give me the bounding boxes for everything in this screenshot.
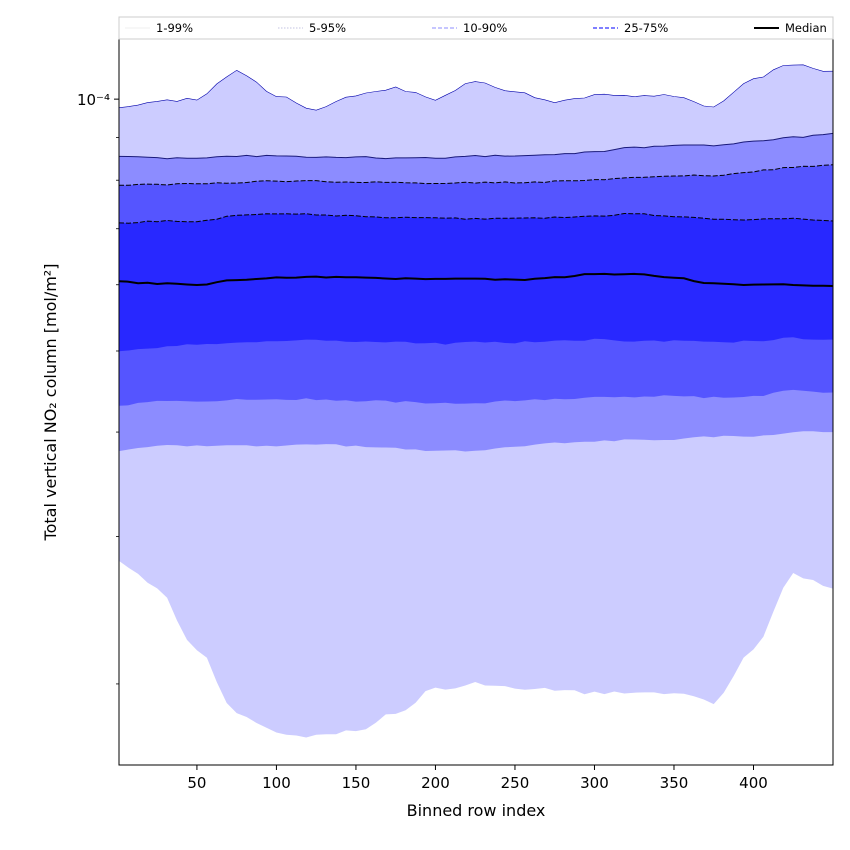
legend-box [118,16,834,40]
y-axis-label: Total vertical NO₂ column [mol/m²] [41,264,60,542]
legend: 1-99% 5-95% 10-90% 25-75% Median [118,16,834,40]
x-tick-label: 350 [660,774,689,792]
median-group [118,272,834,287]
band-upper-edge-1-99-pct [118,64,834,111]
x-tick-label: 400 [739,774,768,792]
band-25-75-pct [119,213,833,352]
legend-label: 1-99% [156,21,193,35]
x-tick-label: 150 [342,774,371,792]
bands-group [118,64,834,738]
x-tick-label: 250 [501,774,530,792]
x-tick-label: 100 [262,774,291,792]
legend-label: 5-95% [309,21,346,35]
median-line [118,272,834,287]
y-tick-label: 10⁻⁴ [77,91,110,109]
legend-label: 25-75% [624,21,668,35]
legend-label: 10-90% [463,21,507,35]
x-tick-label: 50 [187,774,206,792]
x-tick-label: 200 [421,774,450,792]
x-axis-label: Binned row index [407,801,546,820]
legend-label: Median [785,21,827,35]
band-upper-edge-25-75-pct [118,212,834,224]
band-upper-edge-5-95-pct [118,132,834,160]
x-tick-label: 300 [580,774,609,792]
band-upper-edge-10-90-pct [118,164,834,186]
